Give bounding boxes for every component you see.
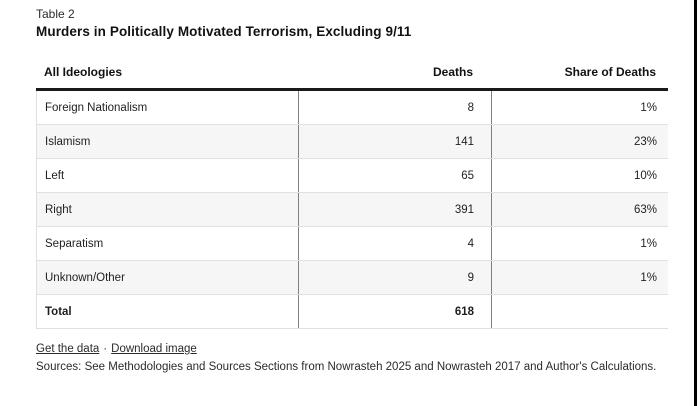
column-header-ideology: All Ideologies bbox=[44, 65, 123, 79]
download-image-link[interactable]: Download image bbox=[111, 343, 197, 355]
data-table: All Ideologies Deaths Share of Deaths Fo… bbox=[36, 56, 668, 329]
share-cell: 23% bbox=[491, 125, 669, 158]
share-cell: 63% bbox=[491, 193, 669, 226]
footer-links: Get the data · Download image bbox=[36, 343, 197, 355]
table-header-row: All Ideologies Deaths Share of Deaths bbox=[36, 56, 668, 91]
column-header-deaths: Deaths bbox=[432, 65, 473, 79]
table-row: Left 65 10% bbox=[37, 159, 668, 193]
total-share-cell bbox=[491, 295, 669, 328]
deaths-cell: 65 bbox=[298, 159, 491, 192]
table-row: Unknown/Other 9 1% bbox=[37, 261, 668, 295]
deaths-cell: 4 bbox=[298, 227, 491, 260]
table-total-row: Total 618 bbox=[37, 295, 668, 329]
share-cell: 1% bbox=[491, 227, 669, 260]
page-title: Murders in Politically Motivated Terrori… bbox=[36, 24, 412, 39]
ideology-cell: Separatism bbox=[45, 237, 104, 250]
column-header-share: Share of Deaths bbox=[564, 65, 656, 79]
ideology-cell: Unknown/Other bbox=[45, 271, 125, 284]
table-kicker: Table 2 bbox=[36, 7, 75, 21]
ideology-cell: Islamism bbox=[45, 135, 91, 148]
ideology-cell: Right bbox=[45, 203, 72, 216]
table-body: Foreign Nationalism 8 1% Islamism 141 23… bbox=[36, 91, 668, 329]
table-row: Islamism 141 23% bbox=[37, 125, 668, 159]
share-cell: 10% bbox=[491, 159, 669, 192]
share-cell: 1% bbox=[491, 261, 669, 294]
table-row: Foreign Nationalism 8 1% bbox=[37, 91, 668, 125]
deaths-cell: 141 bbox=[298, 125, 491, 158]
window-edge-bar bbox=[694, 0, 697, 406]
ideology-cell: Left bbox=[45, 169, 65, 182]
deaths-cell: 8 bbox=[298, 91, 491, 124]
get-the-data-link[interactable]: Get the data bbox=[36, 343, 100, 355]
total-deaths-cell: 618 bbox=[298, 295, 491, 328]
ideology-cell: Foreign Nationalism bbox=[45, 101, 148, 114]
total-label-cell: Total bbox=[45, 305, 72, 318]
deaths-cell: 391 bbox=[298, 193, 491, 226]
table-row: Separatism 4 1% bbox=[37, 227, 668, 261]
share-cell: 1% bbox=[491, 91, 669, 124]
sources-note: Sources: See Methodologies and Sources S… bbox=[36, 361, 657, 373]
link-separator: · bbox=[103, 343, 108, 355]
deaths-cell: 9 bbox=[298, 261, 491, 294]
table-row: Right 391 63% bbox=[37, 193, 668, 227]
